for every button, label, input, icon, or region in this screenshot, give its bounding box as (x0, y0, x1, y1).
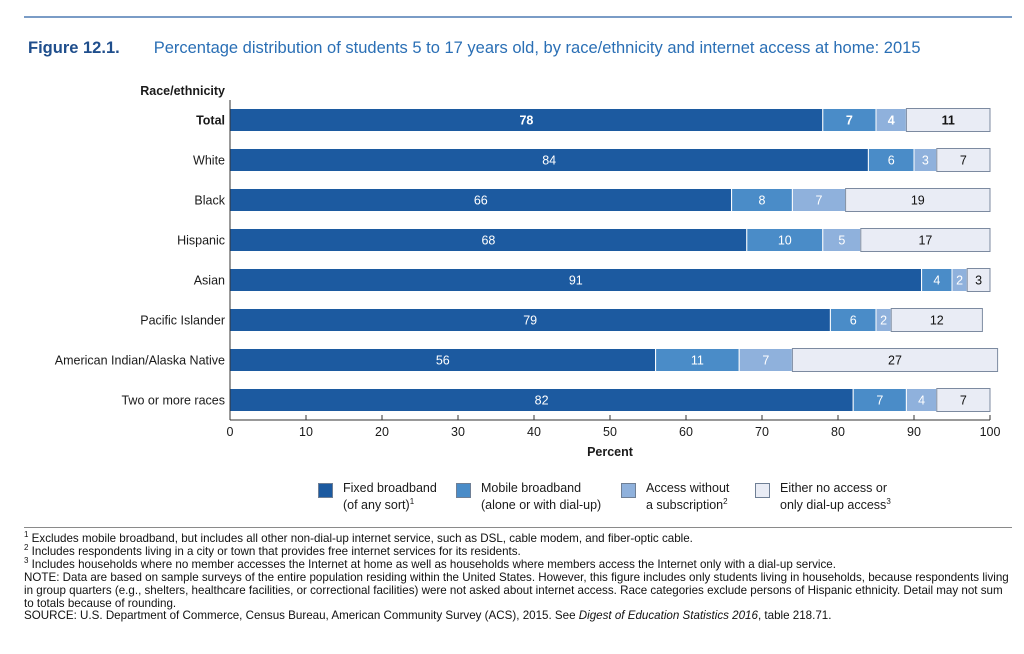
data-label-white-2: 3 (922, 154, 929, 168)
category-label-white: White (193, 154, 225, 168)
data-label-white-3: 7 (960, 154, 967, 168)
bar-outline-american-indian-alaska-native (791, 348, 999, 372)
data-label-total-0: 78 (519, 114, 533, 128)
bar-outline-total (905, 108, 991, 132)
bar-outline-hispanic (860, 228, 991, 252)
note: NOTE: Data are based on sample surveys o… (24, 570, 1009, 610)
category-label-asian: Asian (194, 274, 225, 288)
data-label-hispanic-2: 5 (838, 234, 845, 248)
x-tick-label-0: 0 (227, 425, 234, 439)
x-tick-label-30: 30 (451, 425, 465, 439)
legend-label: Mobile broadband (alone or with dial-up) (481, 481, 602, 512)
x-tick-label-50: 50 (603, 425, 617, 439)
x-tick-label-20: 20 (375, 425, 389, 439)
footnote-2: 2 Includes respondents living in a city … (24, 543, 521, 558)
figure-number: Figure 12.1. (28, 39, 120, 57)
legend-swatch-mobile-broadband (456, 483, 471, 498)
data-label-white-1: 6 (888, 154, 895, 168)
category-label-black: Black (194, 194, 225, 208)
footnote-3: 3 Includes households where no member ac… (24, 555, 836, 571)
figure-header: Figure 12.1. Percentage distribution of s… (28, 39, 921, 58)
legend-swatch-no-access (755, 483, 770, 498)
data-label-pacific-islander-3: 12 (930, 314, 944, 328)
source: SOURCE: U.S. Department of Commerce, Cen… (24, 609, 832, 623)
data-label-american-indian-alaska-native-3: 27 (888, 354, 902, 368)
x-tick-label-70: 70 (755, 425, 769, 439)
figure-title: Percentage distribution of students 5 to… (153, 39, 921, 57)
data-label-american-indian-alaska-native-2: 7 (762, 354, 769, 368)
x-axis-label: Percent (587, 445, 634, 459)
x-tick-label-90: 90 (907, 425, 921, 439)
footnote-1: 1 Excludes mobile broadband, but include… (24, 530, 693, 545)
top-rule (24, 16, 1012, 18)
bar-outline-black (845, 188, 991, 212)
data-label-hispanic-1: 10 (778, 234, 792, 248)
category-label-hispanic: Hispanic (177, 234, 225, 248)
data-label-black-0: 66 (474, 194, 488, 208)
data-label-two-or-more-races-0: 82 (535, 394, 549, 408)
data-label-white-0: 84 (542, 154, 556, 168)
legend-label: Fixed broadband (of any sort)1 (343, 481, 437, 512)
category-label-two-or-more-races: Two or more races (121, 394, 225, 408)
x-tick-label-40: 40 (527, 425, 541, 439)
data-label-asian-2: 2 (956, 274, 963, 288)
data-label-asian-1: 4 (933, 274, 940, 288)
footnotes: 1 Excludes mobile broadband, but include… (24, 530, 1009, 623)
notes-divider (24, 527, 1012, 528)
data-label-two-or-more-races-1: 7 (876, 394, 883, 408)
data-label-total-3: 11 (942, 114, 955, 128)
data-label-pacific-islander-2: 2 (880, 314, 887, 328)
data-label-pacific-islander-0: 79 (523, 314, 537, 328)
data-label-black-2: 7 (816, 194, 823, 208)
legend-label: Either no access or only dial-up access3 (780, 481, 891, 512)
data-label-black-1: 8 (759, 194, 766, 208)
legend-swatch-access-without-subscription (621, 483, 636, 498)
data-label-asian-0: 91 (569, 274, 583, 288)
category-axis-title: Race/ethnicity (140, 84, 225, 98)
data-label-american-indian-alaska-native-0: 56 (436, 354, 450, 368)
data-label-total-2: 4 (888, 114, 895, 128)
data-label-hispanic-0: 68 (481, 234, 495, 248)
x-tick-label-60: 60 (679, 425, 693, 439)
data-label-two-or-more-races-3: 7 (960, 394, 967, 408)
category-label-total: Total (196, 114, 225, 128)
legend-swatch-fixed-broadband (318, 483, 333, 498)
x-tick-label-80: 80 (831, 425, 845, 439)
category-label-pacific-islander: Pacific Islander (140, 314, 225, 328)
bar-outline-white (936, 148, 991, 172)
x-tick-label-100: 100 (980, 425, 1001, 439)
data-label-black-3: 19 (911, 194, 925, 208)
x-tick-label-10: 10 (299, 425, 313, 439)
data-label-asian-3: 3 (975, 274, 982, 288)
data-label-american-indian-alaska-native-1: 11 (691, 354, 704, 368)
data-label-hispanic-3: 17 (918, 234, 932, 248)
data-label-pacific-islander-1: 6 (850, 314, 857, 328)
bar-outline-two-or-more-races (936, 388, 991, 412)
bar-outline-asian (966, 268, 991, 292)
data-label-total-1: 7 (846, 114, 853, 128)
bar-outline-pacific-islander (890, 308, 983, 332)
legend-label: Access without a subscription2 (646, 481, 730, 512)
category-label-american-indian-alaska-native: American Indian/Alaska Native (55, 354, 225, 368)
data-label-two-or-more-races-2: 4 (918, 394, 925, 408)
